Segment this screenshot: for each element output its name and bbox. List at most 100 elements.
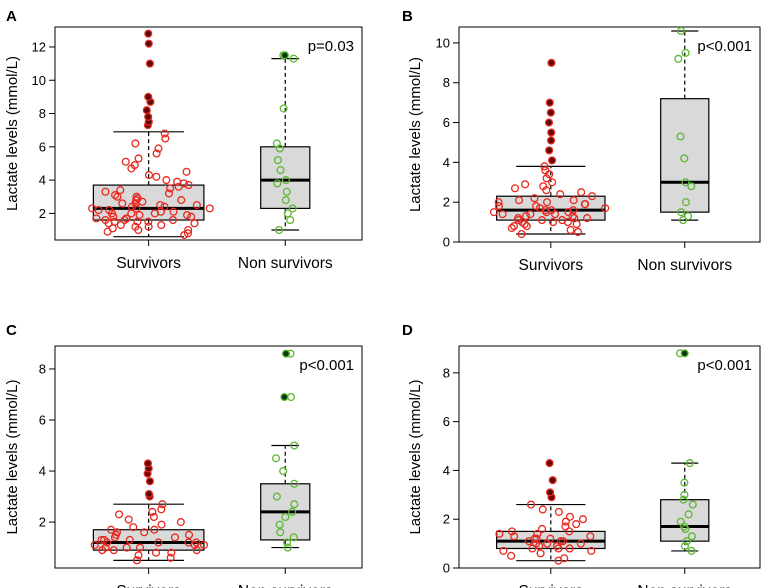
data-point bbox=[556, 190, 565, 199]
plot-frame bbox=[458, 345, 761, 569]
data-point bbox=[687, 546, 696, 555]
data-point bbox=[495, 529, 504, 538]
data-point bbox=[507, 551, 516, 560]
data-point bbox=[105, 205, 114, 215]
outlier-point bbox=[280, 51, 289, 60]
data-point bbox=[290, 441, 299, 450]
data-point bbox=[154, 538, 163, 547]
plot-frame bbox=[54, 345, 363, 569]
outlier-point bbox=[547, 58, 556, 67]
data-point bbox=[531, 539, 541, 548]
data-point bbox=[684, 212, 693, 221]
y-tick-label: 2 bbox=[443, 195, 450, 210]
data-point bbox=[526, 210, 535, 219]
data-point bbox=[565, 527, 574, 536]
outlier-point bbox=[144, 29, 153, 38]
y-tick-label: 8 bbox=[443, 75, 450, 90]
data-point bbox=[601, 204, 610, 213]
x-tick-label: Survivors bbox=[116, 255, 181, 272]
y-tick-label: 8 bbox=[39, 106, 46, 121]
data-point bbox=[169, 207, 178, 216]
p-value-label: p=0.03 bbox=[308, 38, 354, 55]
data-point bbox=[538, 524, 547, 534]
data-point bbox=[570, 214, 579, 223]
y-axis-label: Lactate levels (mmol/L) bbox=[4, 379, 21, 534]
x-tick-label: Non survivors bbox=[637, 257, 732, 274]
data-point bbox=[565, 544, 574, 553]
data-point bbox=[680, 478, 689, 487]
data-point bbox=[532, 202, 541, 211]
data-point bbox=[533, 529, 542, 538]
data-point bbox=[674, 54, 683, 63]
data-point bbox=[564, 208, 573, 217]
data-point bbox=[546, 534, 555, 543]
data-point bbox=[190, 219, 199, 228]
data-point bbox=[160, 129, 169, 138]
data-point bbox=[548, 178, 557, 187]
y-tick-label: 6 bbox=[39, 413, 46, 428]
points-survivors bbox=[88, 29, 214, 240]
data-point bbox=[577, 188, 586, 197]
data-point bbox=[281, 512, 290, 522]
data-point bbox=[489, 208, 498, 217]
points-non-survivors bbox=[272, 51, 298, 235]
x-tick-label: Non survivors bbox=[238, 255, 333, 272]
data-point bbox=[187, 212, 196, 221]
data-point bbox=[282, 538, 292, 547]
data-point bbox=[272, 139, 281, 148]
data-point bbox=[282, 187, 291, 196]
data-point bbox=[275, 520, 284, 529]
p-value-label: p<0.001 bbox=[697, 38, 752, 55]
outlier-point bbox=[145, 477, 154, 486]
data-point bbox=[131, 139, 140, 148]
data-point bbox=[289, 533, 298, 542]
x-tick-label: Survivors bbox=[519, 257, 584, 274]
data-point bbox=[101, 187, 110, 196]
data-point bbox=[507, 527, 517, 536]
data-point bbox=[681, 178, 690, 187]
data-point bbox=[132, 556, 142, 565]
data-point bbox=[272, 492, 281, 501]
data-point bbox=[685, 459, 694, 468]
data-point bbox=[678, 216, 688, 225]
data-point bbox=[183, 229, 192, 238]
data-point bbox=[192, 546, 201, 555]
data-point bbox=[576, 539, 585, 548]
y-tick-label: 10 bbox=[436, 35, 450, 50]
panel-letter: D bbox=[402, 322, 413, 339]
outlier-point bbox=[142, 106, 151, 115]
data-point bbox=[184, 530, 194, 539]
x-tick-label: Survivors bbox=[116, 583, 181, 588]
panel-letter: B bbox=[402, 8, 413, 25]
data-point bbox=[205, 204, 214, 213]
y-tick-label: 10 bbox=[32, 73, 46, 88]
data-point bbox=[547, 206, 556, 215]
y-tick-label: 2 bbox=[39, 515, 46, 530]
y-tick-label: 4 bbox=[443, 155, 450, 170]
data-point bbox=[122, 214, 131, 223]
data-point bbox=[151, 548, 161, 557]
data-point bbox=[565, 512, 574, 521]
data-point bbox=[144, 171, 154, 180]
data-point bbox=[561, 522, 570, 531]
data-point bbox=[680, 541, 689, 551]
data-point bbox=[536, 549, 545, 558]
data-point bbox=[116, 186, 125, 195]
data-point bbox=[681, 198, 690, 207]
data-point bbox=[568, 212, 577, 221]
panel-letter: C bbox=[6, 322, 17, 339]
y-tick-label: 2 bbox=[443, 512, 450, 527]
data-point bbox=[110, 191, 120, 200]
x-tick-label: Non survivors bbox=[637, 583, 732, 588]
data-point bbox=[144, 217, 153, 226]
y-tick-label: 6 bbox=[39, 139, 46, 154]
data-point bbox=[157, 505, 166, 514]
iqr-box bbox=[660, 499, 710, 542]
y-tick-label: 0 bbox=[443, 561, 450, 576]
data-point bbox=[157, 520, 166, 529]
data-point bbox=[154, 144, 163, 153]
data-point bbox=[101, 543, 110, 552]
data-point bbox=[510, 532, 519, 541]
data-point bbox=[192, 201, 201, 210]
plot-frame bbox=[54, 26, 363, 241]
